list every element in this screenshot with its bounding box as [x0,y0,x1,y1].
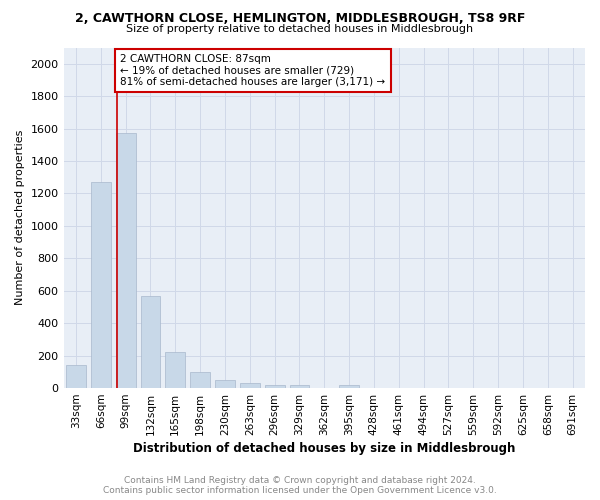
Bar [215,380,235,388]
Bar [265,385,284,388]
Bar [140,296,160,388]
Y-axis label: Number of detached properties: Number of detached properties [15,130,25,306]
Text: Contains HM Land Registry data © Crown copyright and database right 2024.
Contai: Contains HM Land Registry data © Crown c… [103,476,497,495]
Bar [91,182,111,388]
Text: 2 CAWTHORN CLOSE: 87sqm
← 19% of detached houses are smaller (729)
81% of semi-d: 2 CAWTHORN CLOSE: 87sqm ← 19% of detache… [121,54,385,87]
Text: 2, CAWTHORN CLOSE, HEMLINGTON, MIDDLESBROUGH, TS8 9RF: 2, CAWTHORN CLOSE, HEMLINGTON, MIDDLESBR… [75,12,525,26]
Bar [190,372,210,388]
Text: Size of property relative to detached houses in Middlesbrough: Size of property relative to detached ho… [127,24,473,34]
Bar [166,352,185,388]
Bar [240,383,260,388]
Bar [116,134,136,388]
X-axis label: Distribution of detached houses by size in Middlesbrough: Distribution of detached houses by size … [133,442,515,455]
Bar [339,385,359,388]
Bar [66,366,86,388]
Bar [290,385,310,388]
